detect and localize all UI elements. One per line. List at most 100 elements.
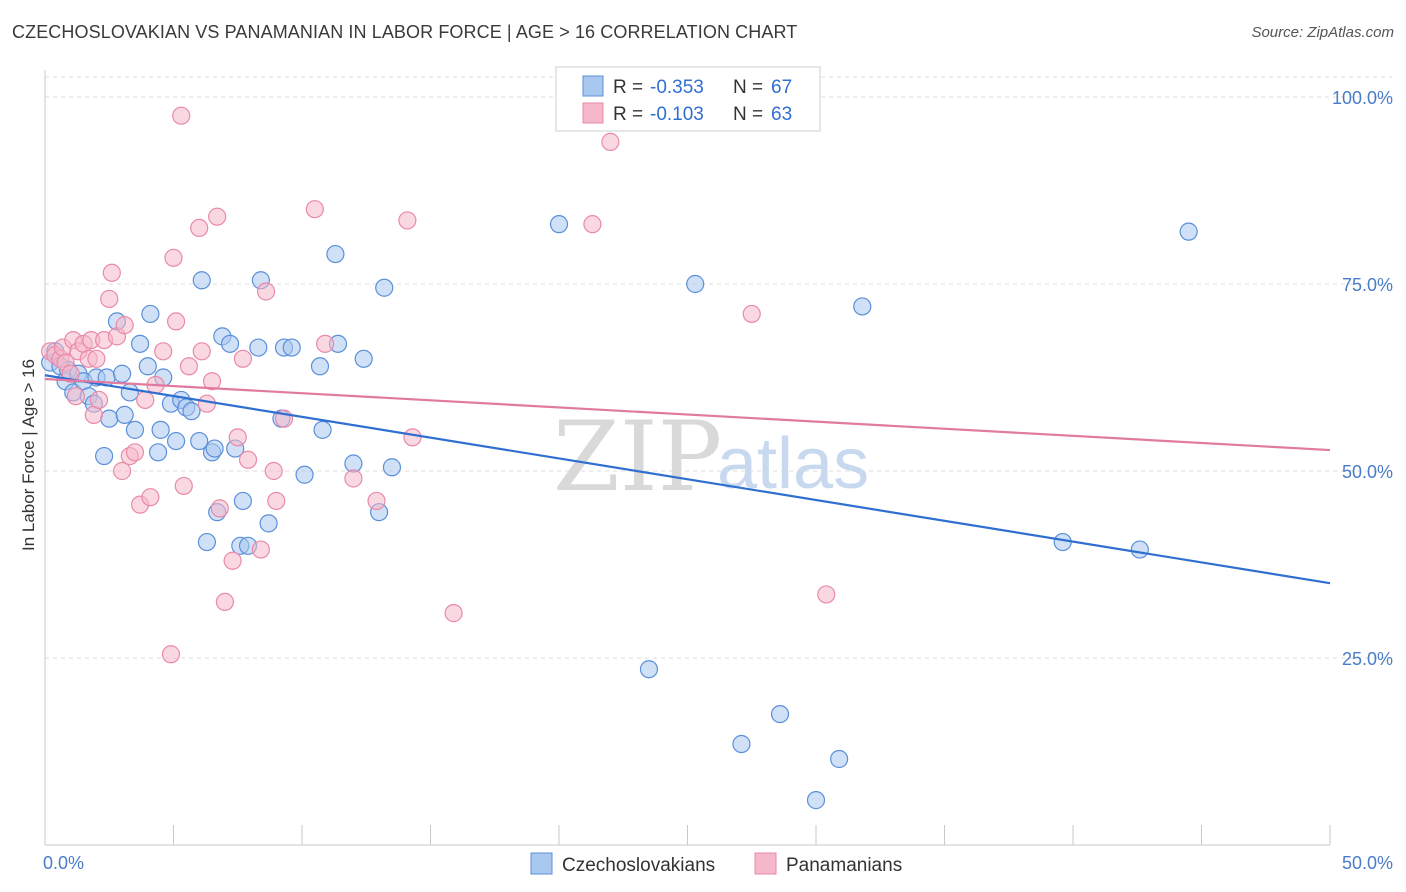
point-panamanian bbox=[89, 390, 109, 410]
point-czechoslovakian bbox=[1053, 532, 1072, 552]
point-czechoslovakian bbox=[259, 514, 278, 533]
point-panamanian bbox=[256, 282, 276, 301]
point-czechoslovakian bbox=[125, 420, 145, 439]
point-panamanian bbox=[264, 461, 283, 481]
point-czechoslovakian bbox=[549, 215, 569, 234]
point-czechoslovakian bbox=[326, 244, 345, 264]
point-czechoslovakian bbox=[130, 334, 150, 353]
point-panamanian bbox=[223, 551, 242, 570]
series-legend-label-czech: Czechoslovakians bbox=[562, 855, 715, 876]
point-czechoslovakian bbox=[141, 304, 160, 324]
stats-legend: R = -0.353 N = 67 R = -0.103 N = 63 bbox=[555, 66, 821, 132]
point-panamanian bbox=[174, 476, 193, 496]
point-panamanian bbox=[192, 342, 211, 361]
series-legend: Czechoslovakians Panamanians bbox=[530, 852, 902, 876]
point-panamanian bbox=[444, 604, 463, 623]
point-panamanian bbox=[305, 200, 324, 219]
source-label: Source: ZipAtlas.com bbox=[1251, 24, 1394, 41]
point-czechoslovakian bbox=[1179, 222, 1198, 241]
data-points bbox=[41, 106, 1198, 810]
gridlines bbox=[45, 76, 1392, 659]
point-czechoslovakian bbox=[313, 420, 332, 439]
watermark-atlas: atlas bbox=[717, 424, 869, 504]
point-czechoslovakian bbox=[639, 660, 659, 679]
point-czechoslovakian bbox=[192, 271, 211, 290]
point-czechoslovakian bbox=[220, 334, 240, 353]
point-czechoslovakian bbox=[197, 532, 217, 552]
point-czechoslovakian bbox=[382, 458, 402, 477]
trend-line-panamanian bbox=[44, 377, 1331, 452]
legend-r-label-2: R = bbox=[613, 104, 643, 125]
point-panamanian bbox=[197, 394, 217, 413]
point-czechoslovakian bbox=[806, 791, 826, 810]
point-panamanian bbox=[238, 450, 258, 469]
point-panamanian bbox=[112, 461, 132, 481]
point-czechoslovakian bbox=[686, 274, 705, 294]
y-tick-label: 50.0% bbox=[1342, 462, 1393, 482]
point-czechoslovakian bbox=[249, 338, 268, 357]
point-panamanian bbox=[316, 334, 335, 353]
watermark: ZIP atlas bbox=[553, 401, 869, 513]
point-panamanian bbox=[115, 316, 134, 335]
point-panamanian bbox=[141, 488, 160, 507]
point-panamanian bbox=[172, 106, 191, 125]
trend-lines bbox=[44, 374, 1331, 585]
point-czechoslovakian bbox=[151, 420, 170, 439]
point-panamanian bbox=[601, 132, 620, 151]
y-tick-labels: 25.0% 50.0% 75.0% 100.0% bbox=[1332, 88, 1393, 669]
point-czechoslovakian bbox=[95, 446, 114, 466]
point-czechoslovakian bbox=[182, 402, 201, 421]
point-panamanian bbox=[208, 207, 227, 226]
point-panamanian bbox=[742, 304, 761, 324]
point-czechoslovakian bbox=[354, 349, 373, 368]
point-czechoslovakian bbox=[100, 409, 119, 428]
series-legend-swatch-panama bbox=[754, 852, 777, 875]
legend-swatch-czech bbox=[582, 75, 604, 97]
chart-title: CZECHOSLOVAKIAN VS PANAMANIAN IN LABOR F… bbox=[12, 22, 798, 42]
legend-n-label-1: N = bbox=[733, 77, 763, 98]
point-czechoslovakian bbox=[112, 364, 132, 383]
point-panamanian bbox=[398, 211, 417, 230]
point-panamanian bbox=[228, 428, 247, 447]
series-legend-label-panama: Panamanians bbox=[786, 855, 902, 876]
point-czechoslovakian bbox=[732, 734, 751, 754]
point-panamanian bbox=[125, 443, 145, 462]
point-czechoslovakian bbox=[166, 431, 186, 451]
watermark-zip: ZIP bbox=[553, 401, 722, 513]
point-panamanian bbox=[367, 491, 386, 511]
trend-line-czechoslovakian bbox=[44, 374, 1331, 585]
point-czechoslovakian bbox=[120, 383, 139, 402]
point-panamanian bbox=[66, 387, 85, 406]
point-panamanian bbox=[100, 289, 119, 309]
point-czechoslovakian bbox=[295, 465, 314, 484]
point-panamanian bbox=[251, 540, 270, 559]
point-czechoslovakian bbox=[205, 439, 224, 458]
point-panamanian bbox=[166, 312, 186, 331]
legend-n-label-2: N = bbox=[733, 104, 763, 125]
legend-r-value-1: -0.353 bbox=[650, 77, 704, 98]
point-panamanian bbox=[233, 349, 252, 368]
legend-swatch-panama bbox=[582, 102, 604, 124]
point-panamanian bbox=[215, 592, 234, 612]
x-tick-label: 50.0% bbox=[1342, 853, 1393, 873]
point-panamanian bbox=[202, 372, 222, 391]
point-panamanian bbox=[190, 218, 209, 237]
point-panamanian bbox=[210, 499, 229, 518]
point-panamanian bbox=[136, 390, 155, 410]
point-czechoslovakian bbox=[830, 749, 849, 769]
point-panamanian bbox=[161, 645, 181, 664]
point-panamanian bbox=[267, 491, 286, 511]
y-tick-label: 25.0% bbox=[1342, 649, 1393, 669]
point-czechoslovakian bbox=[853, 297, 872, 316]
x-tick-label: 0.0% bbox=[43, 853, 84, 873]
legend-n-value-2: 63 bbox=[771, 104, 792, 125]
legend-r-label-1: R = bbox=[613, 77, 643, 98]
point-czechoslovakian bbox=[770, 704, 790, 724]
point-panamanian bbox=[164, 248, 183, 267]
y-axis-title: In Labor Force | Age > 16 bbox=[19, 359, 38, 551]
y-tick-label: 100.0% bbox=[1332, 88, 1393, 108]
x-tick-labels: 0.0% 50.0% bbox=[43, 853, 1393, 873]
point-czechoslovakian bbox=[115, 405, 134, 424]
point-czechoslovakian bbox=[190, 431, 209, 451]
